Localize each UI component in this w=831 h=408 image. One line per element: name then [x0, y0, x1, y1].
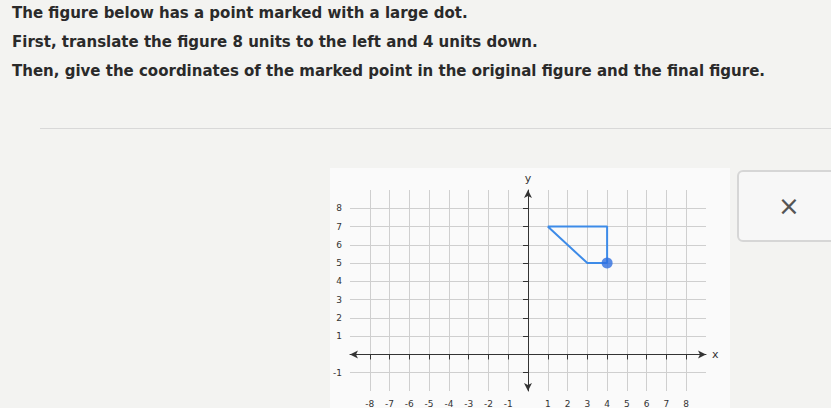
- svg-text:6: 6: [644, 399, 650, 408]
- svg-text:y: y: [525, 172, 532, 185]
- svg-text:-8: -8: [365, 399, 374, 408]
- svg-text:7: 7: [664, 399, 670, 408]
- svg-text:5: 5: [624, 399, 630, 408]
- svg-text:-3: -3: [464, 399, 473, 408]
- svg-text:7: 7: [336, 222, 342, 232]
- svg-text:x: x: [712, 348, 719, 361]
- svg-text:1: 1: [545, 399, 551, 408]
- svg-text:8: 8: [683, 399, 689, 408]
- svg-text:2: 2: [336, 313, 342, 323]
- svg-text:1: 1: [336, 331, 342, 341]
- svg-text:-1: -1: [333, 368, 342, 378]
- svg-text:6: 6: [336, 240, 342, 250]
- svg-text:-6: -6: [405, 399, 414, 408]
- svg-text:-7: -7: [385, 399, 394, 408]
- svg-text:3: 3: [336, 295, 342, 305]
- svg-text:8: 8: [336, 203, 342, 213]
- html-text:The figure below has a point m: The figure below has a point marked with…: [12, 4, 468, 22]
- svg-text:5: 5: [336, 258, 342, 268]
- svg-text:-2: -2: [484, 399, 493, 408]
- html-text:Then, give the coordinates of: Then, give the coordinates of the marked…: [12, 62, 766, 80]
- svg-text:4: 4: [604, 399, 610, 408]
- svg-text:2: 2: [565, 399, 571, 408]
- svg-text:-5: -5: [425, 399, 434, 408]
- html-text:First, translate the figure 8: First, translate the figure 8 units to t…: [12, 33, 538, 51]
- svg-text:-4: -4: [444, 399, 453, 408]
- svg-text:-1: -1: [504, 399, 513, 408]
- svg-text:3: 3: [584, 399, 590, 408]
- svg-text:4: 4: [336, 276, 342, 286]
